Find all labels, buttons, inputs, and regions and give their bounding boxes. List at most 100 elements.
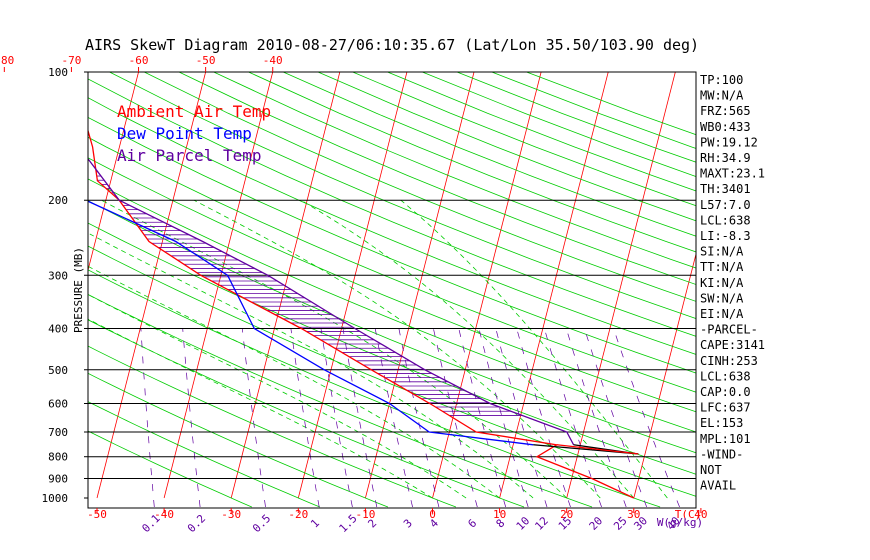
bottom-tick-label: -20 (288, 508, 308, 521)
mixing-ratio-label: 10 (514, 514, 533, 533)
index-label: MPL:101 (700, 432, 751, 446)
dry-adiabat-line (526, 72, 696, 136)
pressure-tick-label: 1000 (42, 492, 69, 505)
series-line-air-parcel-temp (88, 157, 575, 446)
index-label: SI:N/A (700, 245, 744, 259)
mixing-ratio-label: 12 (532, 514, 551, 533)
cape-hatching (96, 171, 523, 416)
bottom-tick-label: -40 (154, 508, 174, 521)
dry-adiabat-line (248, 72, 696, 253)
dry-adiabat-line (88, 319, 525, 508)
index-label: MW:N/A (700, 89, 744, 103)
dry-adiabat-line (109, 72, 696, 319)
mixing-ratio-label: 6 (465, 517, 479, 531)
bottom-tick-label: -10 (355, 508, 375, 521)
mixing-ratio-label: 20 (587, 514, 606, 533)
isotherm-line (365, 72, 475, 499)
mixing-ratio-line (584, 328, 648, 508)
isotherm-line (230, 72, 341, 499)
index-label: CINH:253 (700, 354, 758, 368)
isotherm-line (297, 72, 408, 499)
top-tick-label: -50 (196, 54, 216, 67)
dry-adiabat-line (88, 269, 661, 508)
dry-adiabat-line (88, 78, 696, 337)
mixing-ratio-label: 1 (308, 517, 322, 531)
isotherm-line (432, 72, 542, 499)
top-tick-label: -70 (61, 54, 81, 67)
legend-entry: Air Parcel Temp (117, 146, 262, 165)
dry-adiabat-line (88, 293, 593, 508)
dry-adiabat-line (88, 372, 389, 508)
bottom-tick-label: 0 (429, 508, 436, 521)
index-label: LCL:638 (700, 369, 751, 383)
index-label: CAPE:3141 (700, 338, 765, 352)
dry-adiabat-line (144, 72, 696, 302)
series-line-ambient-air-temp (88, 128, 635, 499)
bottom-tick-label: -30 (221, 508, 241, 521)
index-label: KI:N/A (700, 276, 744, 290)
plot-frame (87, 71, 697, 509)
index-label: EI:N/A (700, 307, 744, 321)
dry-adiabat-line (88, 401, 320, 508)
bottom-tick-label: 30 (627, 508, 640, 521)
index-label: LFC:637 (700, 401, 751, 415)
ambient-surface-line (556, 444, 639, 455)
isotherm-line (88, 72, 139, 272)
isotherm-line (0, 72, 4, 498)
isotherm-line (499, 72, 609, 499)
isotherm-line (633, 252, 696, 499)
pressure-tick-label: 200 (48, 194, 68, 207)
bottom-unit-label: T(C) (675, 508, 702, 521)
mixing-ratio-line (241, 328, 266, 508)
pressure-tick-label: 300 (48, 269, 68, 282)
bottom-tick-label: -50 (87, 508, 107, 521)
index-label: -PARCEL- (700, 323, 758, 337)
top-tick-label: -80 (0, 54, 14, 67)
index-label: LCL:638 (700, 213, 751, 227)
mixing-ratio-line (613, 328, 680, 508)
index-label: SW:N/A (700, 291, 744, 305)
bottom-tick-label: 40 (694, 508, 707, 521)
mixing-ratio-line (182, 328, 201, 508)
dry-adiabat-line (317, 72, 696, 222)
index-label: TT:N/A (700, 260, 744, 274)
isotherm-line (768, 72, 870, 498)
moist-adiabat-line (88, 294, 467, 499)
mixing-ratio-line (374, 328, 413, 508)
bottom-tick-label: 10 (493, 508, 506, 521)
pressure-tick-label: 800 (48, 451, 68, 464)
index-label: NOT (700, 463, 722, 477)
isotherm-line (96, 72, 207, 499)
dry-adiabat-line (422, 72, 696, 177)
index-label: TH:3401 (700, 182, 751, 196)
y-axis-label: PRESSURE (MB) (72, 247, 85, 333)
dry-adiabat-line (88, 222, 696, 475)
series-line-dew-point-temp (88, 200, 534, 446)
index-label: RH:34.9 (700, 151, 751, 165)
mixing-ratio-line (544, 328, 602, 508)
background-grid (0, 72, 870, 508)
index-label: FRZ:565 (700, 104, 751, 118)
pressure-tick-label: 700 (48, 426, 68, 439)
mixing-ratio-line (320, 328, 353, 508)
mixing-ratio-line (433, 328, 478, 508)
dry-adiabat-line (88, 136, 696, 393)
mixing-ratio-line (478, 328, 529, 508)
moist-adiabat-line (88, 318, 433, 499)
bottom-tick-label: 20 (560, 508, 573, 521)
legend-entry: Dew Point Temp (117, 124, 252, 143)
index-label: AVAIL (700, 479, 736, 493)
mixing-ratio-line (495, 328, 548, 508)
dry-adiabat-line (88, 116, 696, 374)
pressure-tick-label: 400 (48, 322, 68, 335)
mixing-ratio-line (342, 328, 378, 508)
index-label: LI:-8.3 (700, 229, 751, 243)
dry-adiabat-line (88, 345, 457, 508)
index-label: WB0:433 (700, 120, 751, 134)
dry-adiabat-line (88, 157, 696, 413)
index-label: CAP:0.0 (700, 385, 751, 399)
top-tick-label: -40 (263, 54, 283, 67)
dry-adiabat-line (88, 245, 696, 497)
